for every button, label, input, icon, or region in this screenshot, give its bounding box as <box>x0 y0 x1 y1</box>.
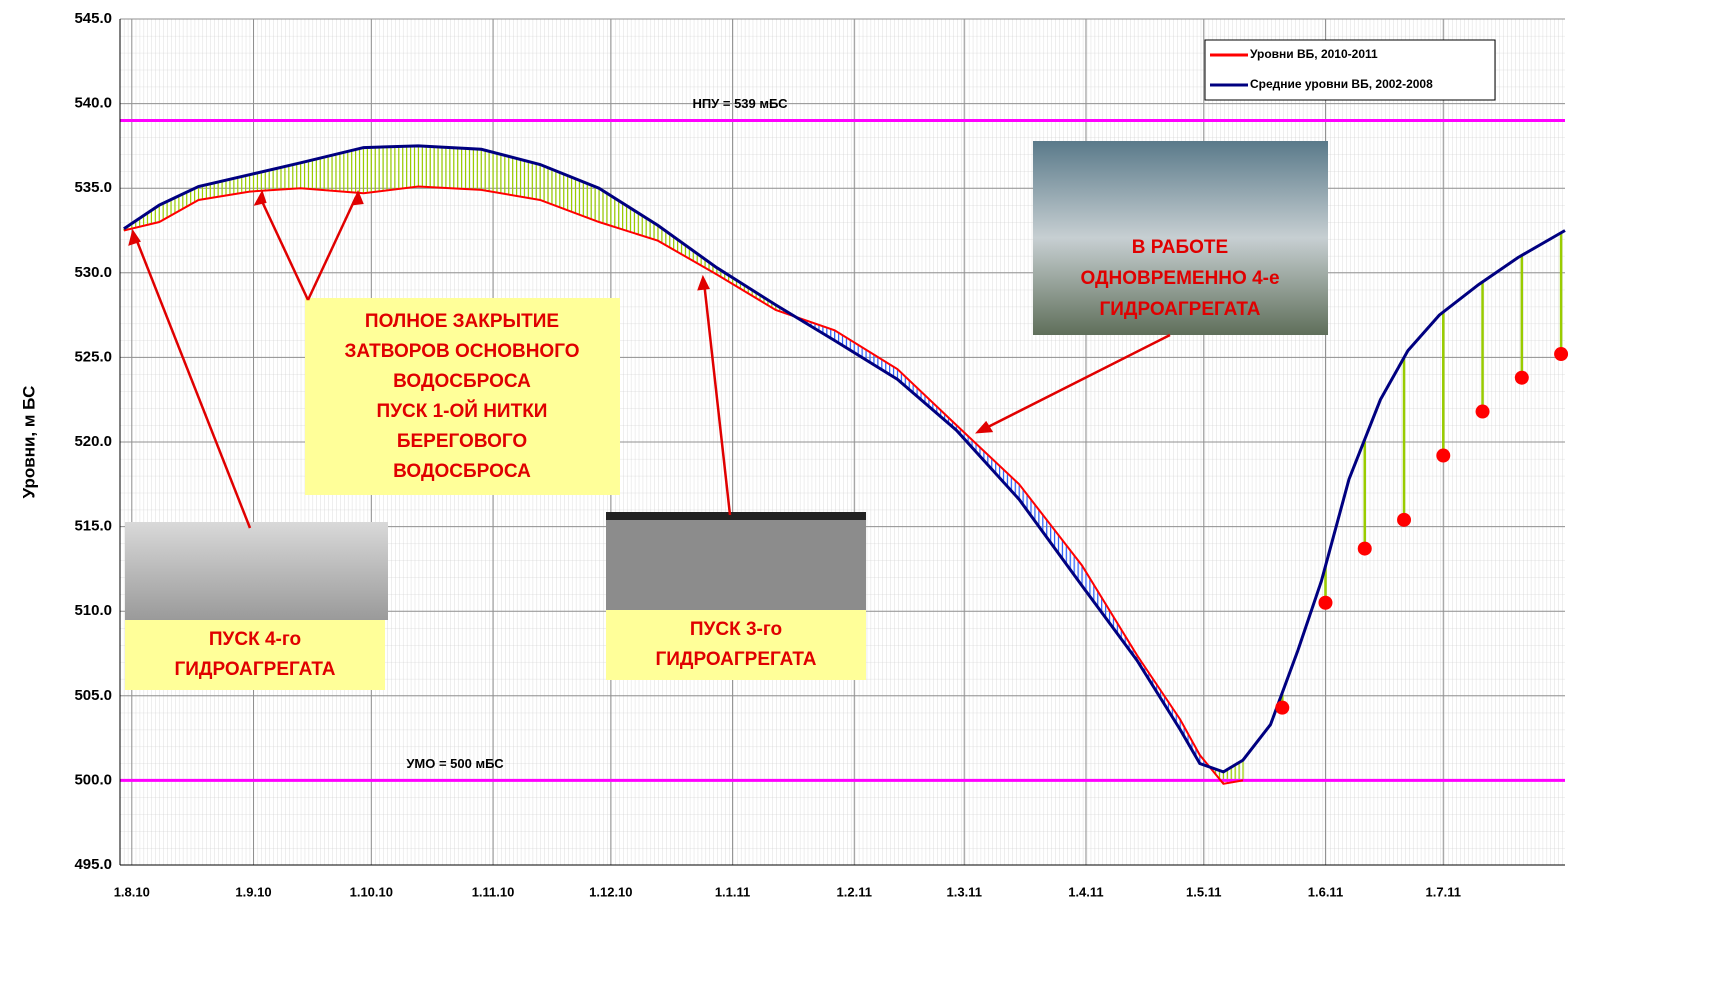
y-tick-label: 540.0 <box>74 95 112 112</box>
annotation-text: ПУСК 4-го <box>209 629 301 650</box>
y-axis-label: Уровни, м БС <box>19 386 38 499</box>
x-tick-label: 1.12.10 <box>589 884 632 899</box>
point <box>1397 513 1411 527</box>
x-tick-label: 1.4.11 <box>1068 884 1103 899</box>
point <box>1436 449 1450 463</box>
x-tick-label: 1.11.10 <box>472 884 515 899</box>
y-tick-label: 515.0 <box>74 518 112 535</box>
y-tick-label: 510.0 <box>74 602 112 619</box>
annotation-text: ВОДОСБРОСА <box>393 371 531 392</box>
annotation-text: ГИДРОАГРЕГАТА <box>174 659 335 680</box>
point <box>1476 405 1490 419</box>
annotation-text: ВОДОСБРОСА <box>393 461 531 482</box>
photo <box>125 522 388 620</box>
x-tick-label: 1.5.11 <box>1186 884 1221 899</box>
annotation-text: ГИДРОАГРЕГАТА <box>655 649 816 670</box>
y-tick-label: 525.0 <box>74 348 112 365</box>
annotation-text: ПОЛНОЕ ЗАКРЫТИЕ <box>365 311 559 332</box>
reference-label: УМО = 500 мБС <box>406 756 504 771</box>
x-tick-label: 1.9.10 <box>235 884 271 899</box>
legend-label: Средние уровни ВБ, 2002-2008 <box>1250 77 1433 91</box>
y-tick-label: 545.0 <box>74 10 112 27</box>
photo <box>606 512 866 610</box>
annotation-text: ОДНОВРЕМЕННО 4-е <box>1080 268 1279 289</box>
x-tick-label: 1.3.11 <box>947 884 982 899</box>
annotation-text: ПУСК 1-ОЙ НИТКИ <box>377 400 548 422</box>
point <box>1554 347 1568 361</box>
legend-label: Уровни ВБ, 2010-2011 <box>1250 47 1378 61</box>
reference-label: НПУ = 539 мБС <box>692 96 788 111</box>
y-tick-label: 505.0 <box>74 687 112 704</box>
point <box>1358 542 1372 556</box>
annotation-text: ГИДРОАГРЕГАТА <box>1099 299 1260 320</box>
x-tick-label: 1.8.10 <box>114 884 150 899</box>
photo-edge <box>606 512 866 520</box>
y-tick-label: 495.0 <box>74 856 112 873</box>
chart: Уровни ВБ, 2010-2011 Средние уровни ВБ, 2… <box>0 0 1718 993</box>
annotation-text: ЗАТВОРОВ ОСНОВНОГО <box>344 341 579 362</box>
annotation-text: В РАБОТЕ <box>1132 237 1228 258</box>
point <box>1275 701 1289 715</box>
x-tick-label: 1.1.11 <box>715 884 750 899</box>
x-tick-label: 1.2.11 <box>837 884 872 899</box>
y-tick-label: 535.0 <box>74 179 112 196</box>
annotation-text: БЕРЕГОВОГО <box>397 431 527 452</box>
y-tick-label: 500.0 <box>74 771 112 788</box>
y-tick-label: 520.0 <box>74 433 112 450</box>
point <box>1318 596 1332 610</box>
x-tick-label: 1.6.11 <box>1308 884 1343 899</box>
point <box>1515 371 1529 385</box>
x-tick-label: 1.10.10 <box>350 884 393 899</box>
y-tick-label: 530.0 <box>74 264 112 281</box>
x-tick-label: 1.7.11 <box>1426 884 1461 899</box>
annotation-text: ПУСК 3-го <box>690 619 782 640</box>
